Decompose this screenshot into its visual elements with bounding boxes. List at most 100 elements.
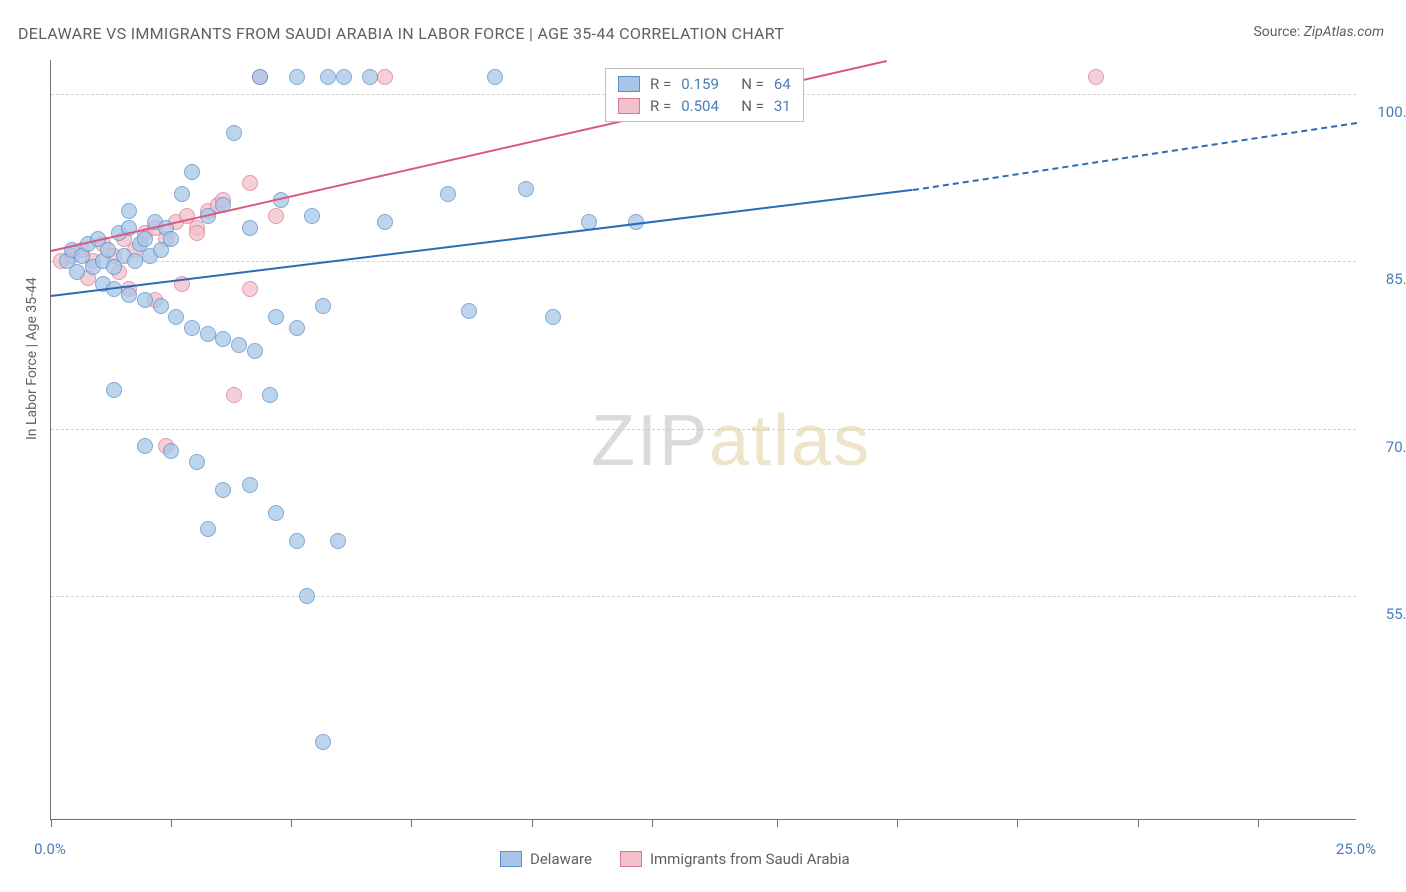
scatter-chart: ZIPatlas 55.0%70.0%85.0%100.0% [50,60,1356,820]
y-tick-label: 85.0% [1366,270,1406,288]
legend-label: Delaware [530,850,592,868]
data-point [242,175,258,191]
legend-item: Delaware [500,850,592,868]
data-point [153,298,169,314]
data-point [189,454,205,470]
data-point [518,181,534,197]
data-point [242,220,258,236]
legend-r-value: 0.504 [681,97,731,115]
data-point [461,303,477,319]
watermark-zip: ZIP [591,401,709,481]
data-point [268,208,284,224]
x-tick [777,819,778,827]
gridline [51,261,1356,262]
legend-n-value: 31 [774,97,791,115]
legend-swatch [618,98,640,114]
data-point [168,309,184,325]
legend-swatch [618,76,640,92]
data-point [487,69,503,85]
data-point [200,326,216,342]
data-point [200,521,216,537]
data-point [289,69,305,85]
x-tick [291,819,292,827]
x-tick-label: 25.0% [1336,840,1376,858]
data-point [377,214,393,230]
data-point [184,320,200,336]
data-point [330,533,346,549]
data-point [252,69,268,85]
data-point [137,231,153,247]
data-point [247,343,263,359]
series-legend: Delaware Immigrants from Saudi Arabia [500,850,850,868]
correlation-legend: R = 0.159 N = 64 R = 0.504 N = 31 [605,68,804,122]
data-point [163,443,179,459]
data-point [69,264,85,280]
data-point [289,533,305,549]
x-tick [171,819,172,827]
data-point [289,320,305,336]
data-point [377,69,393,85]
watermark: ZIPatlas [591,400,871,482]
x-tick [1138,819,1139,827]
legend-r-value: 0.159 [681,75,731,93]
x-tick [532,819,533,827]
data-point [215,331,231,347]
data-point [1088,69,1104,85]
legend-label: Immigrants from Saudi Arabia [650,850,850,868]
legend-swatch [620,851,642,867]
data-point [137,292,153,308]
gridline [51,429,1356,430]
gridline [51,596,1356,597]
data-point [262,387,278,403]
y-tick-label: 100.0% [1366,103,1406,121]
data-point [226,387,242,403]
x-tick [652,819,653,827]
legend-r-label: R = [650,75,671,93]
data-point [362,69,378,85]
data-point [315,298,331,314]
data-point [121,203,137,219]
x-tick [51,819,52,827]
data-point [242,281,258,297]
legend-item: Immigrants from Saudi Arabia [620,850,850,868]
data-point [268,309,284,325]
legend-n-value: 64 [774,75,791,93]
data-point [127,253,143,269]
data-point [315,734,331,750]
data-point [215,482,231,498]
data-point [174,186,190,202]
source-attribution: Source: ZipAtlas.com [1253,24,1384,40]
trend-line [51,189,913,297]
data-point [100,242,116,258]
source-value: ZipAtlas.com [1304,24,1384,40]
y-axis-label: In Labor Force | Age 35-44 [24,277,40,440]
legend-row: R = 0.504 N = 31 [606,95,803,117]
x-tick-label: 0.0% [34,840,66,858]
data-point [545,309,561,325]
data-point [268,505,284,521]
data-point [304,208,320,224]
x-tick [897,819,898,827]
data-point [320,69,336,85]
legend-row: R = 0.159 N = 64 [606,73,803,95]
data-point [231,337,247,353]
data-point [189,225,205,241]
data-point [121,287,137,303]
data-point [336,69,352,85]
source-label: Source: [1253,24,1300,40]
data-point [163,231,179,247]
data-point [242,477,258,493]
data-point [440,186,456,202]
legend-n-label: N = [741,97,764,115]
data-point [299,588,315,604]
chart-title: DELAWARE VS IMMIGRANTS FROM SAUDI ARABIA… [18,24,784,43]
x-tick [1258,819,1259,827]
y-tick-label: 55.0% [1366,605,1406,623]
data-point [226,125,242,141]
legend-r-label: R = [650,97,671,115]
y-tick-label: 70.0% [1366,438,1406,456]
trend-line-extrapolated [913,121,1357,190]
legend-n-label: N = [741,75,764,93]
data-point [106,382,122,398]
data-point [137,438,153,454]
